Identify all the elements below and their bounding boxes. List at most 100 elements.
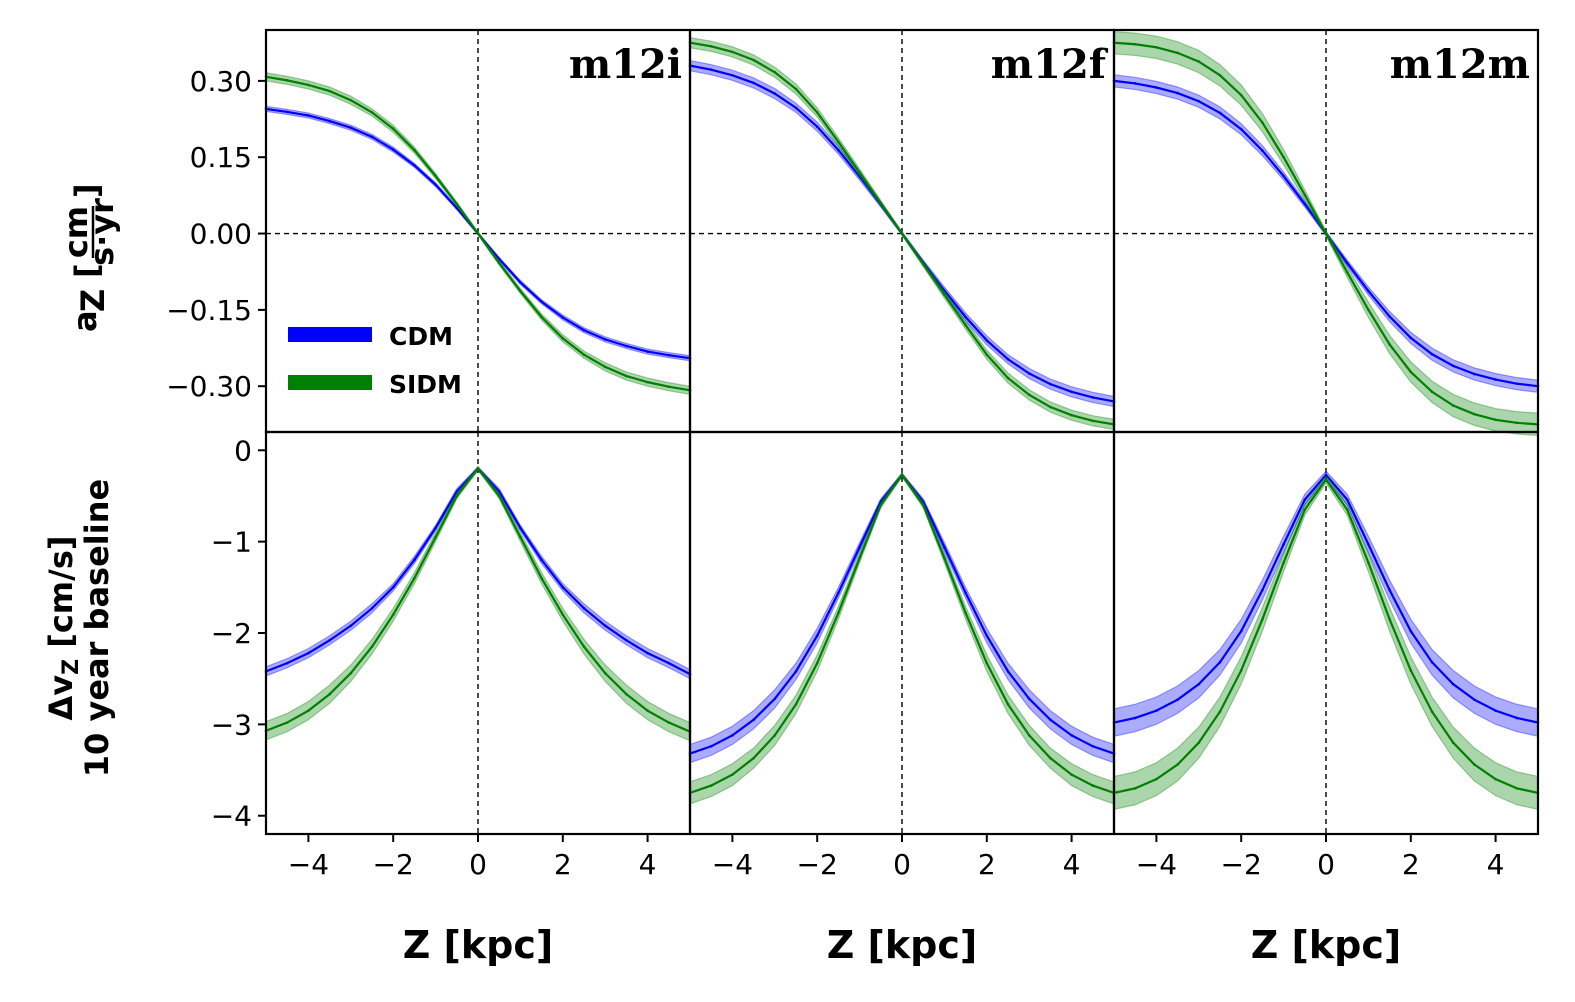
point-sidm [1324, 478, 1328, 481]
point-cdm [328, 119, 331, 123]
point-cdm [1324, 473, 1328, 477]
x-tick-label: −4 [288, 848, 329, 881]
x-tick-label: 2 [978, 848, 996, 881]
point-sidm [1345, 508, 1349, 511]
point-cdm [625, 344, 628, 348]
point-cdm [1388, 315, 1391, 318]
point-sidm [1091, 419, 1095, 423]
point-cdm [1473, 372, 1476, 376]
y-tick-label: −3 [211, 708, 252, 741]
point-cdm [370, 607, 374, 610]
point-cdm [1345, 261, 1349, 265]
point-sidm [837, 611, 840, 615]
point-sidm [1409, 370, 1413, 374]
legend: CDM SIDM [288, 322, 462, 399]
y-tick-label: −0.15 [166, 294, 252, 327]
point-cdm [1430, 352, 1434, 356]
point-cdm [307, 114, 310, 117]
point-cdm [1027, 697, 1031, 701]
point-sidm [815, 111, 819, 114]
point-cdm [434, 183, 437, 186]
point-sidm [1282, 561, 1285, 564]
point-sidm [985, 661, 989, 665]
panel-title: m12i [569, 41, 682, 88]
point-sidm [1155, 777, 1158, 781]
point-sidm [582, 645, 586, 649]
point-sidm [1091, 784, 1095, 787]
x-tick-label: −2 [797, 848, 838, 881]
point-cdm [773, 697, 777, 701]
point-cdm [1197, 682, 1201, 686]
point-sidm [391, 127, 395, 131]
point-sidm [900, 473, 904, 477]
bottom-y-label-main: Δv [42, 675, 80, 721]
panel-title: m12m [1390, 41, 1530, 88]
point-sidm [370, 645, 374, 649]
point-sidm [285, 721, 289, 724]
point-cdm [1049, 382, 1052, 386]
point-cdm [307, 651, 310, 655]
bottom-y-axis-label: ΔvZ [cm/s] 10 year baseline [42, 479, 116, 777]
point-sidm [879, 201, 883, 205]
point-sidm [1218, 710, 1222, 713]
point-cdm [1261, 588, 1264, 592]
point-cdm [603, 624, 607, 627]
point-cdm [921, 500, 925, 503]
point-cdm [582, 328, 586, 332]
top-y-axis-label: a Z [ cm s·yr ] [57, 183, 121, 332]
point-cdm [1006, 670, 1010, 673]
point-cdm [1261, 149, 1264, 152]
top-y-label-bracket-left: [ [68, 263, 106, 278]
point-sidm [328, 692, 331, 696]
point-cdm [731, 73, 734, 77]
panel-m12f-dv: −4 −2 0 2 4 Z [kpc] [688, 430, 1116, 967]
point-sidm [1176, 763, 1179, 766]
point-sidm [900, 232, 904, 235]
point-cdm [858, 545, 861, 549]
point-sidm [434, 174, 437, 178]
point-sidm [943, 556, 946, 560]
point-cdm [1155, 709, 1158, 712]
point-sidm [1388, 617, 1391, 621]
point-sidm [370, 111, 374, 114]
point-sidm [1451, 404, 1455, 407]
point-cdm [1091, 744, 1095, 748]
point-cdm [1176, 91, 1179, 95]
point-sidm [709, 784, 713, 787]
point-sidm [434, 535, 437, 539]
point-cdm [879, 500, 883, 503]
point-cdm [794, 670, 798, 673]
top-y-label-bracket-right: ] [68, 183, 106, 198]
point-sidm [1345, 270, 1349, 274]
y-tick-label: −2 [211, 617, 252, 650]
point-cdm [519, 281, 522, 284]
point-sidm [391, 613, 395, 617]
point-sidm [667, 721, 671, 724]
point-cdm [1218, 660, 1222, 664]
point-sidm [519, 289, 522, 293]
point-cdm [1049, 718, 1052, 722]
point-cdm [349, 624, 353, 627]
point-cdm [603, 338, 607, 341]
point-sidm [603, 365, 607, 369]
point-cdm [455, 490, 459, 493]
y-tick-label: −4 [211, 800, 252, 833]
x-tick-label: −4 [712, 848, 753, 881]
point-cdm [773, 92, 777, 95]
point-cdm [646, 651, 649, 655]
point-cdm [391, 586, 395, 589]
point-sidm [476, 232, 480, 235]
point-sidm [561, 613, 565, 617]
point-cdm [1006, 357, 1010, 361]
point-sidm [1049, 756, 1052, 760]
point-cdm [815, 125, 819, 128]
point-sidm [455, 202, 459, 206]
x-tick-label: 0 [1317, 848, 1335, 881]
point-sidm [1070, 413, 1073, 417]
point-sidm [285, 79, 289, 82]
point-sidm [1473, 412, 1476, 416]
x-tick-label: 4 [639, 848, 657, 881]
top-y-label-unit-num: cm [57, 206, 95, 258]
point-cdm [349, 126, 353, 130]
